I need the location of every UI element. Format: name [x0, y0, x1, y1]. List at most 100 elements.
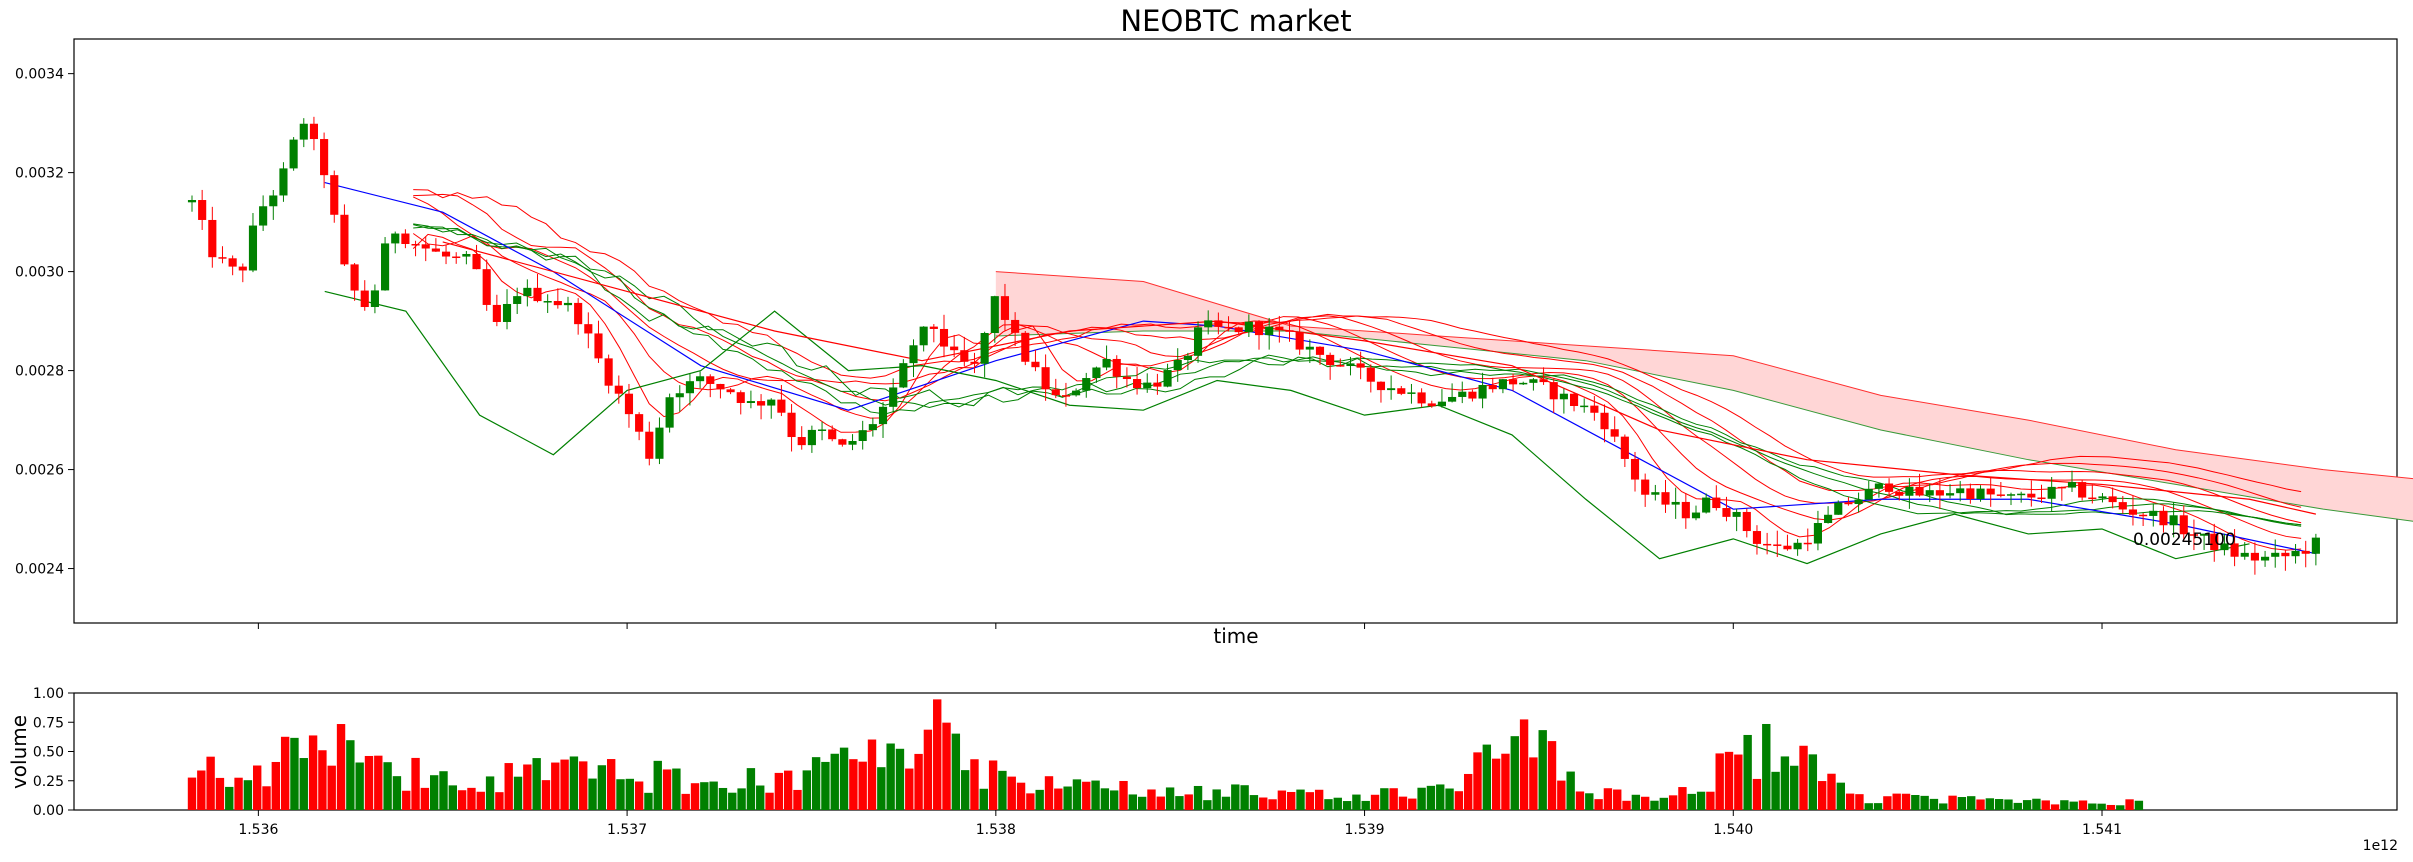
candle-body: [1305, 346, 1314, 350]
candle-body: [1783, 545, 1792, 550]
y-tick-label: 0.0030: [15, 265, 64, 281]
candle-body: [2189, 534, 2198, 536]
candle-body: [706, 376, 715, 384]
candle-body: [1519, 382, 1528, 385]
volume-bar: [1305, 792, 1315, 810]
volume-x-tick-label: 1.537: [607, 822, 647, 838]
candle-body: [1763, 543, 1772, 546]
volume-bar: [756, 785, 765, 810]
candle-body: [391, 233, 400, 244]
candle-body: [350, 264, 359, 291]
volume-bar: [1762, 723, 1771, 810]
volume-bar: [1249, 795, 1259, 810]
candle-body: [1275, 326, 1284, 331]
volume-bar: [1575, 791, 1585, 810]
volume-bar: [187, 777, 197, 810]
candle-body: [1417, 392, 1426, 404]
candle-body: [1986, 488, 1995, 495]
volume-bar: [690, 783, 700, 810]
candle-body: [1549, 382, 1558, 400]
candle-body: [584, 324, 593, 334]
candle-body: [1427, 403, 1436, 407]
candle-body: [2230, 543, 2239, 557]
candle-body: [1244, 321, 1253, 333]
candle-body: [950, 346, 959, 351]
volume-bar: [1985, 798, 1995, 810]
candle-body: [1437, 401, 1447, 407]
volume-x-tick-label: 1.538: [976, 822, 1016, 838]
volume-bar: [467, 787, 476, 810]
volume-bar: [1892, 793, 1901, 810]
candle-body: [462, 253, 471, 257]
volume-bar: [1287, 791, 1296, 810]
volume-bar: [560, 759, 569, 810]
candle-body: [1529, 379, 1538, 383]
candle-body: [1173, 360, 1182, 371]
volume-bar: [1342, 801, 1352, 810]
volume-y-tick-label: 0.75: [33, 715, 64, 731]
volume-bar: [1156, 796, 1165, 810]
y-tick-label: 0.0024: [15, 562, 64, 578]
volume-y-tick-label: 0.50: [33, 745, 64, 761]
volume-bar: [793, 789, 802, 810]
candle-body: [2261, 556, 2270, 561]
volume-bar: [1277, 790, 1287, 810]
volume-bar: [616, 779, 625, 810]
candle-body: [1569, 393, 1579, 406]
volume-bar: [1426, 785, 1436, 810]
candle-body: [1834, 502, 1843, 515]
candle-body: [2057, 486, 2066, 489]
candle-body: [868, 424, 877, 431]
volume-bar: [1640, 796, 1650, 810]
volume-bar: [374, 755, 383, 810]
volume-bar: [951, 733, 961, 810]
volume-bar: [318, 750, 327, 810]
candle-body: [502, 303, 512, 322]
volume-bar: [2116, 805, 2125, 810]
candle-body: [1844, 502, 1853, 505]
candle-body: [2271, 552, 2280, 557]
y-tick-label: 0.0034: [15, 67, 64, 83]
volume-bar: [746, 768, 756, 810]
candle-body: [187, 200, 197, 203]
candle-body: [878, 406, 888, 425]
price-panel: 0.0024 0.0026 0.0028 0.0030 0.0032 0.0034 0.0…: [15, 38, 2413, 648]
candle-body: [2098, 496, 2107, 499]
volume-bar: [383, 762, 392, 810]
volume-bar: [197, 770, 206, 810]
volume-bar: [1333, 797, 1342, 810]
volume-bar: [290, 737, 299, 810]
candle-body: [1671, 501, 1680, 505]
volume-bar: [1557, 780, 1566, 810]
candle-body: [1854, 499, 1863, 505]
volume-bar: [1473, 752, 1482, 810]
volume-bar: [2069, 801, 2078, 810]
candle-body: [1752, 531, 1762, 544]
candle-body: [970, 361, 979, 364]
candle-body: [1193, 327, 1203, 356]
volume-bar: [234, 777, 243, 810]
volume-bar: [1659, 797, 1669, 810]
indicator-line: [324, 290, 2250, 565]
volume-bar: [262, 786, 271, 810]
candle-body: [1102, 358, 1111, 368]
volume-bar: [243, 780, 253, 810]
candle-body: [2159, 510, 2168, 526]
x-axis-label: time: [1213, 624, 1258, 648]
candle-body: [1183, 355, 1192, 361]
volume-bar: [1929, 798, 1939, 810]
candle-body: [1356, 363, 1365, 368]
volume-bar: [905, 768, 914, 810]
volume-y-tick-label: 1.00: [33, 686, 64, 702]
candle-body: [2210, 533, 2219, 551]
candle-body: [1254, 321, 1264, 336]
volume-bar: [765, 792, 774, 810]
volume-bar: [672, 768, 681, 810]
candle-body: [1976, 488, 1985, 500]
y-tick-label: 0.0028: [15, 364, 64, 380]
volume-bar: [1091, 780, 1100, 810]
volume-bar: [1016, 782, 1026, 810]
candle-body: [1793, 542, 1802, 550]
volume-bar: [700, 782, 709, 810]
volume-bar: [1436, 784, 1445, 810]
